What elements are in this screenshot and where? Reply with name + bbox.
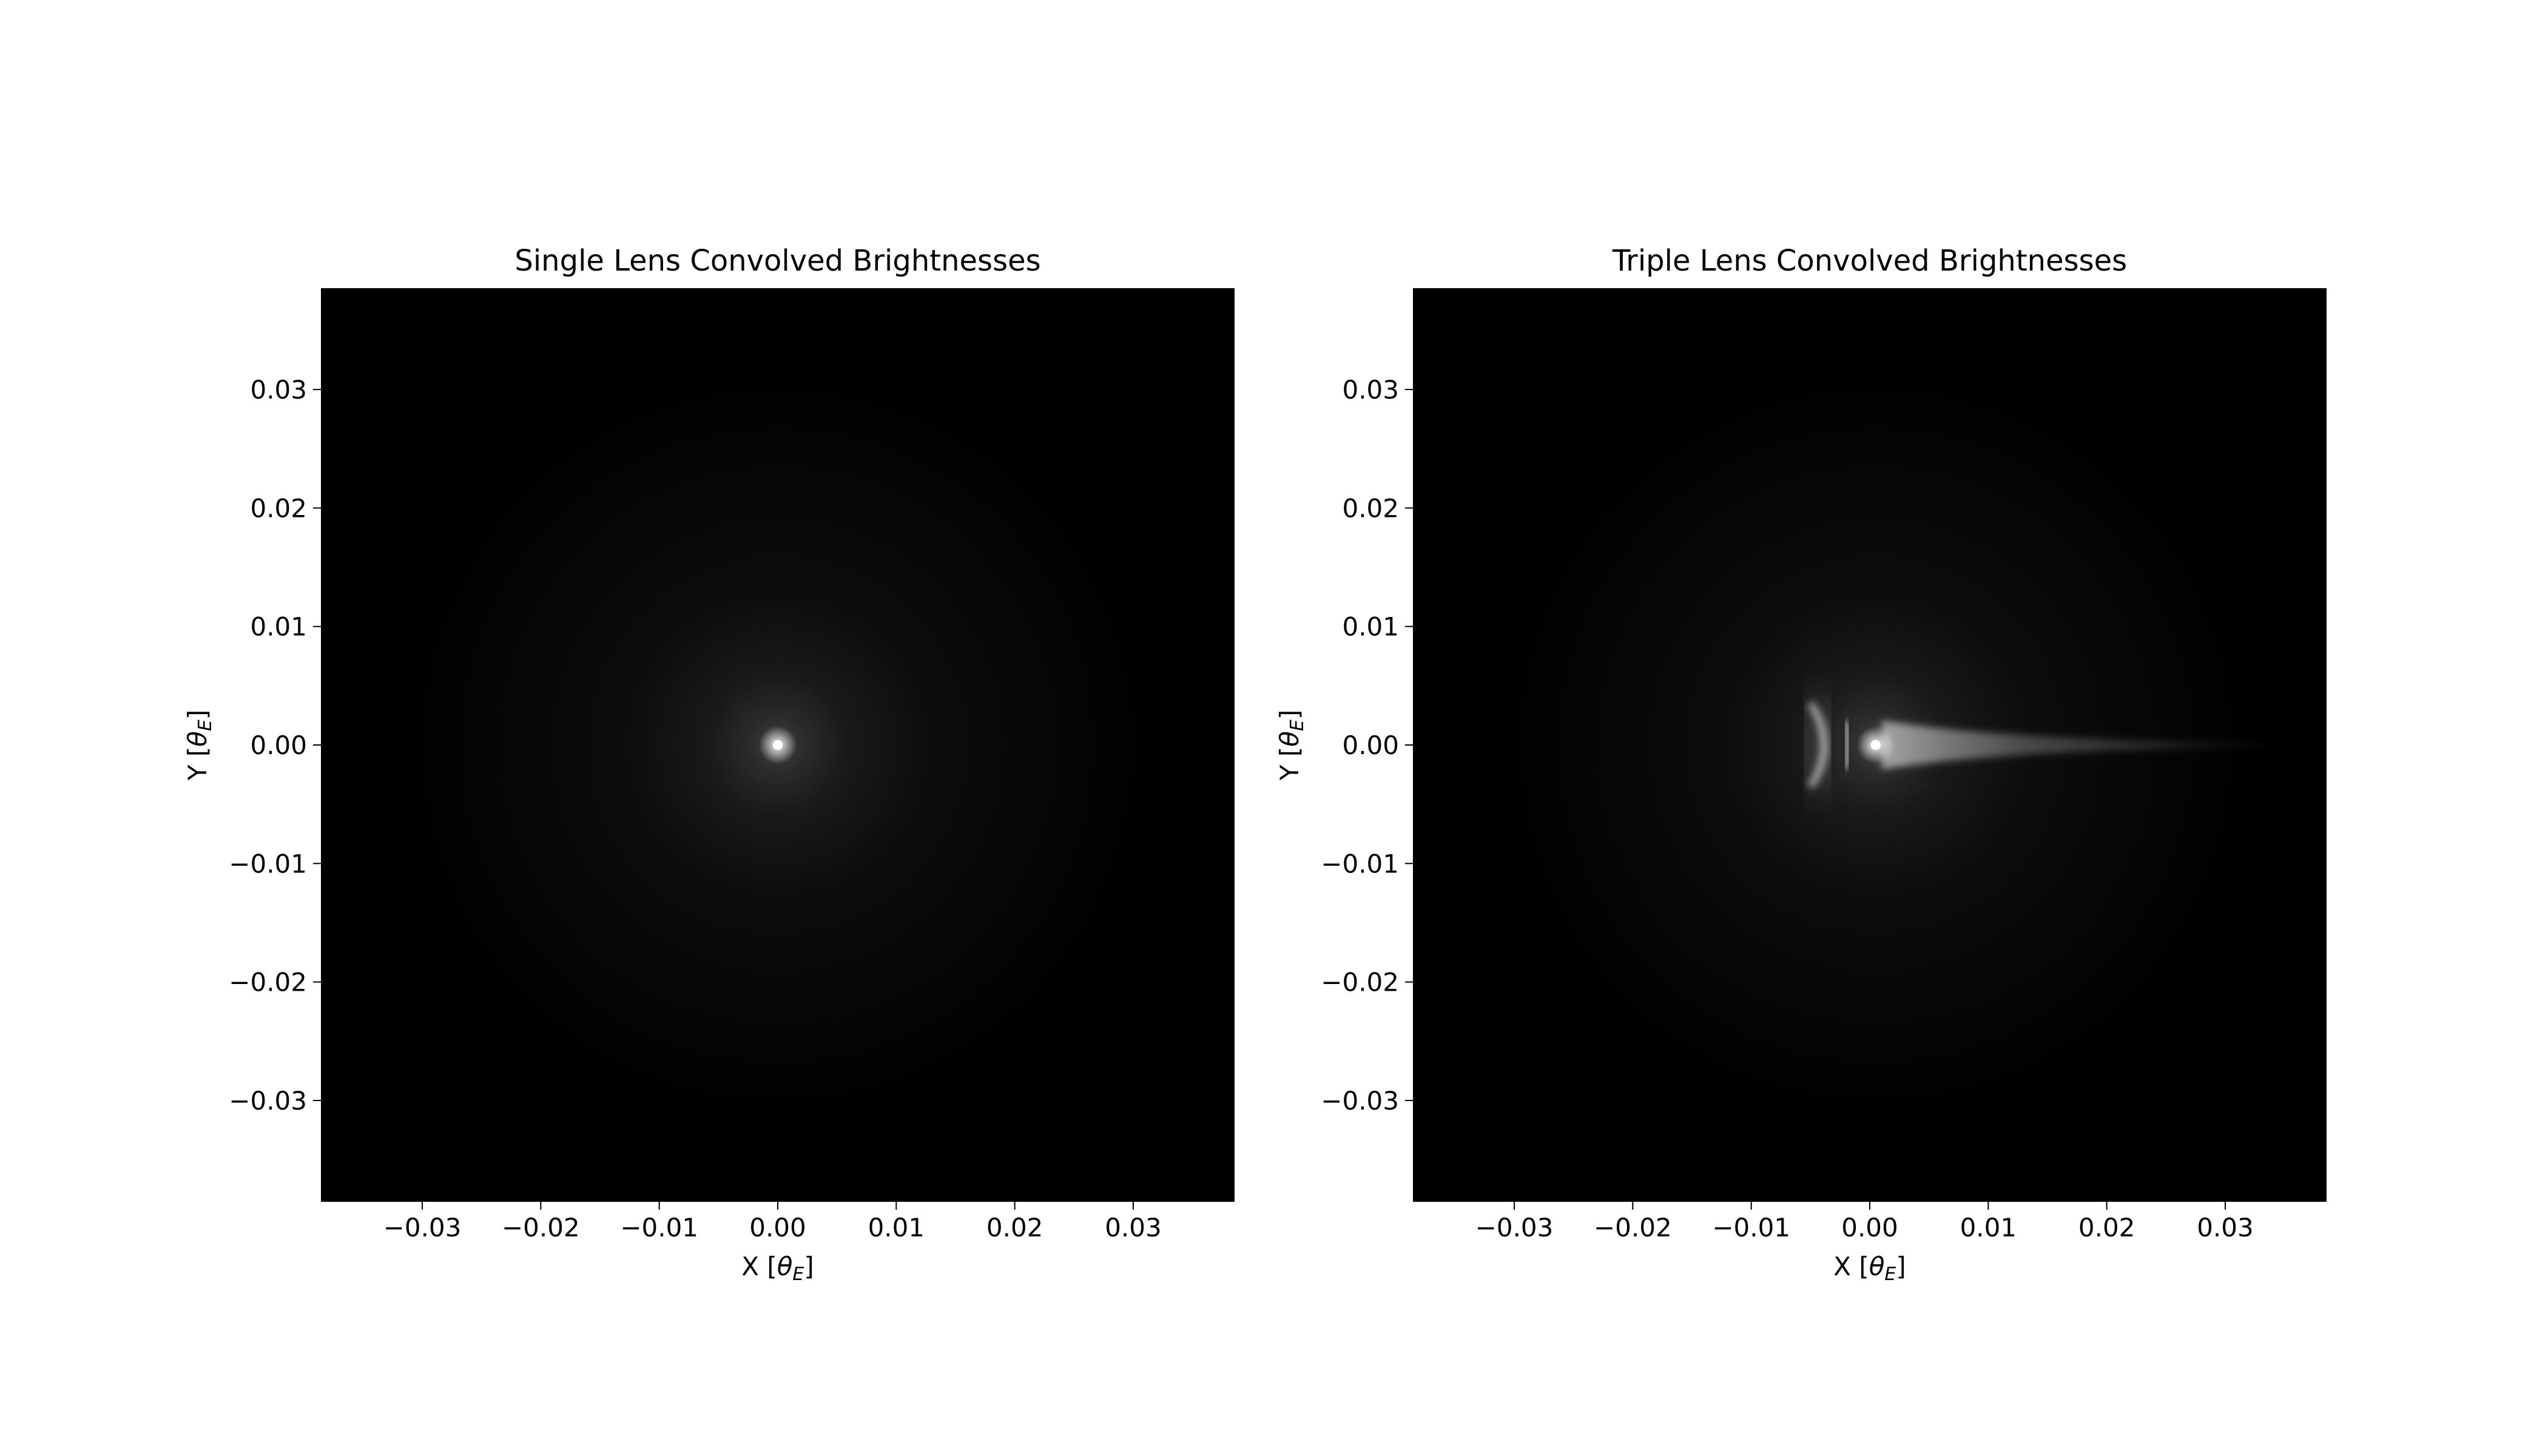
x-axis-label-part: θ (1869, 1252, 1885, 1281)
x-tick-label: −0.02 (1594, 1213, 1672, 1242)
y-tick-label: 0.03 (250, 375, 307, 405)
y-axis-label-part: ] (183, 710, 212, 720)
x-axis-label: X [θE] (1833, 1252, 1906, 1285)
brightness-image (1414, 289, 2326, 1201)
x-tick-label: 0.00 (749, 1213, 806, 1242)
point-source-core (772, 740, 783, 750)
x-tick-label: 0.02 (2078, 1213, 2135, 1242)
y-tick-label: 0.02 (250, 493, 307, 523)
y-axis-label-part: E (1287, 720, 1308, 731)
y-tick-label: 0.01 (250, 612, 307, 642)
y-tick-label: 0.00 (250, 730, 307, 760)
y-tick-label: 0.02 (1342, 493, 1399, 523)
x-tick-label: 0.00 (1841, 1213, 1898, 1242)
y-tick-label: −0.02 (229, 968, 307, 997)
x-tick-label: −0.03 (383, 1213, 462, 1242)
chart-title: Single Lens Convolved Brightnesses (514, 244, 1040, 278)
x-axis-label: X [θE] (741, 1252, 814, 1285)
y-axis-label-part: E (195, 720, 216, 731)
chart-title: Triple Lens Convolved Brightnesses (1612, 244, 2127, 278)
single-lens-panel: Single Lens Convolved Brightnesses −0.03 −… (183, 244, 1235, 1285)
x-axis-label-part: X [ (1833, 1252, 1869, 1281)
x-tick-label: 0.03 (2197, 1213, 2254, 1242)
y-tick-label: −0.03 (229, 1086, 307, 1116)
x-tick-label: −0.03 (1475, 1213, 1554, 1242)
y-axis-label-part: ] (1275, 710, 1304, 720)
x-tick-label: −0.01 (620, 1213, 698, 1242)
y-tick-label: 0.01 (1342, 612, 1399, 642)
y-axis-label-part: θ (183, 731, 212, 747)
x-tick-label: 0.03 (1105, 1213, 1162, 1242)
y-axis-label-part: Y [ (1275, 747, 1304, 781)
caustic-arc (1807, 701, 1828, 789)
x-axis-label-part: ] (1896, 1252, 1906, 1281)
caustic-tail (1881, 721, 2285, 769)
x-axis-label-part: E (1884, 1264, 1896, 1285)
y-tick-label: −0.01 (1321, 849, 1399, 878)
y-tick-label: −0.02 (1321, 968, 1399, 997)
y-axis-label: Y [θE] (1275, 710, 1308, 781)
x-axis-label-part: X [ (741, 1252, 777, 1281)
y-tick-label: −0.01 (229, 849, 307, 878)
y-axis-label: Y [θE] (183, 710, 216, 781)
x-axis-label-part: E (792, 1264, 804, 1285)
x-tick-label: −0.01 (1712, 1213, 1790, 1242)
x-tick-label: 0.02 (986, 1213, 1043, 1242)
y-axis-label-part: Y [ (183, 747, 212, 781)
x-tick-label: 0.01 (868, 1213, 925, 1242)
x-tick-label: 0.01 (1960, 1213, 2017, 1242)
brightness-image (322, 289, 1234, 1201)
y-tick-label: −0.03 (1321, 1086, 1399, 1116)
y-tick-label: 0.03 (1342, 375, 1399, 405)
triple-lens-panel: Triple Lens Convolved Brightnesses −0.03 −… (1275, 244, 2327, 1285)
y-tick-label: 0.00 (1342, 730, 1399, 760)
point-source-core (1870, 740, 1881, 750)
caustic-arc-edge (1843, 721, 1850, 769)
x-tick-label: −0.02 (502, 1213, 580, 1242)
x-axis-label-part: ] (804, 1252, 814, 1281)
y-axis-label-part: θ (1275, 731, 1304, 747)
x-axis-label-part: θ (777, 1252, 793, 1281)
